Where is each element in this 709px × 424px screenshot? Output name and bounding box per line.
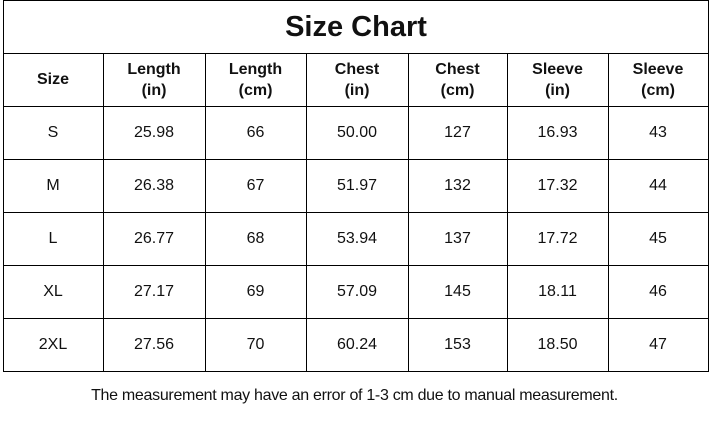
header-cell: Length (in)	[103, 53, 205, 106]
table-cell: 25.98	[133, 124, 175, 141]
header-text: (cm)	[238, 81, 273, 99]
table-cell: 66	[246, 124, 265, 141]
row-border	[3, 159, 709, 160]
header-cell: Chest (cm)	[408, 53, 507, 106]
table-cell: 60.24	[336, 336, 378, 353]
header-text: Sleeve	[532, 60, 583, 78]
table-cell: 27.17	[133, 283, 175, 300]
table-cell: 127	[444, 124, 471, 141]
table-cell: 46	[649, 283, 667, 300]
row-border	[3, 0, 709, 1]
row-border	[3, 318, 709, 319]
table-cell: 67	[246, 177, 265, 194]
table-cell: 45	[649, 230, 667, 247]
table-cell: 27.56	[133, 336, 175, 353]
header-text: (in)	[344, 81, 370, 99]
table-cell: 17.32	[537, 177, 578, 194]
header-cell: Sleeve (in)	[507, 53, 608, 106]
header-text: (cm)	[440, 81, 475, 99]
header-text: (in)	[141, 81, 167, 99]
header-text: Size	[36, 71, 69, 88]
header-text: (in)	[545, 81, 570, 99]
table-cell: 47	[649, 336, 667, 353]
column-border	[3, 0, 4, 372]
header-text: (cm)	[641, 81, 675, 99]
header-cell: Sleeve (cm)	[608, 53, 708, 106]
header-cell: Length (cm)	[205, 53, 306, 106]
table-cell: 26.38	[133, 177, 175, 194]
header-cell: Size	[3, 53, 103, 106]
row-border	[3, 265, 709, 266]
table-cell: M	[46, 177, 60, 194]
table-cell: L	[48, 230, 58, 247]
table-cell: 18.50	[537, 336, 578, 353]
title: Size Chart	[3, 0, 709, 54]
table-cell: 57.09	[336, 283, 378, 300]
table-cell: 2XL	[38, 336, 68, 353]
header-text: Length	[127, 60, 181, 78]
table-cell: 70	[246, 336, 265, 353]
table-cell: 53.94	[336, 230, 378, 247]
table-cell: XL	[43, 283, 63, 300]
table-cell: 137	[444, 230, 471, 247]
row-border	[3, 212, 709, 213]
table-cell: 26.77	[133, 230, 175, 247]
header-cell: Chest (in)	[306, 53, 408, 106]
table-cell: 16.93	[537, 124, 578, 141]
row-border	[3, 371, 709, 372]
table-cell: 145	[444, 283, 471, 300]
header-text: Chest	[435, 60, 480, 78]
header-text: Sleeve	[632, 60, 684, 78]
table-cell: 44	[649, 177, 667, 194]
table-cell: 153	[444, 336, 471, 353]
header-text: Length	[228, 60, 283, 78]
row-border	[3, 106, 709, 107]
table-cell: 18.11	[538, 283, 577, 300]
table-cell: 50.00	[336, 124, 378, 141]
table-cell: 51.97	[336, 177, 378, 194]
table-cell: 68	[246, 230, 265, 247]
note: The measurement may have an error of 1-3…	[91, 387, 618, 404]
table-cell: 43	[649, 124, 667, 141]
header-text: Chest	[334, 60, 380, 78]
table-cell: 17.72	[537, 230, 578, 247]
table-cell: S	[47, 124, 59, 141]
table-cell: 132	[444, 177, 471, 194]
row-border	[3, 53, 709, 54]
table-cell: 69	[246, 283, 265, 300]
